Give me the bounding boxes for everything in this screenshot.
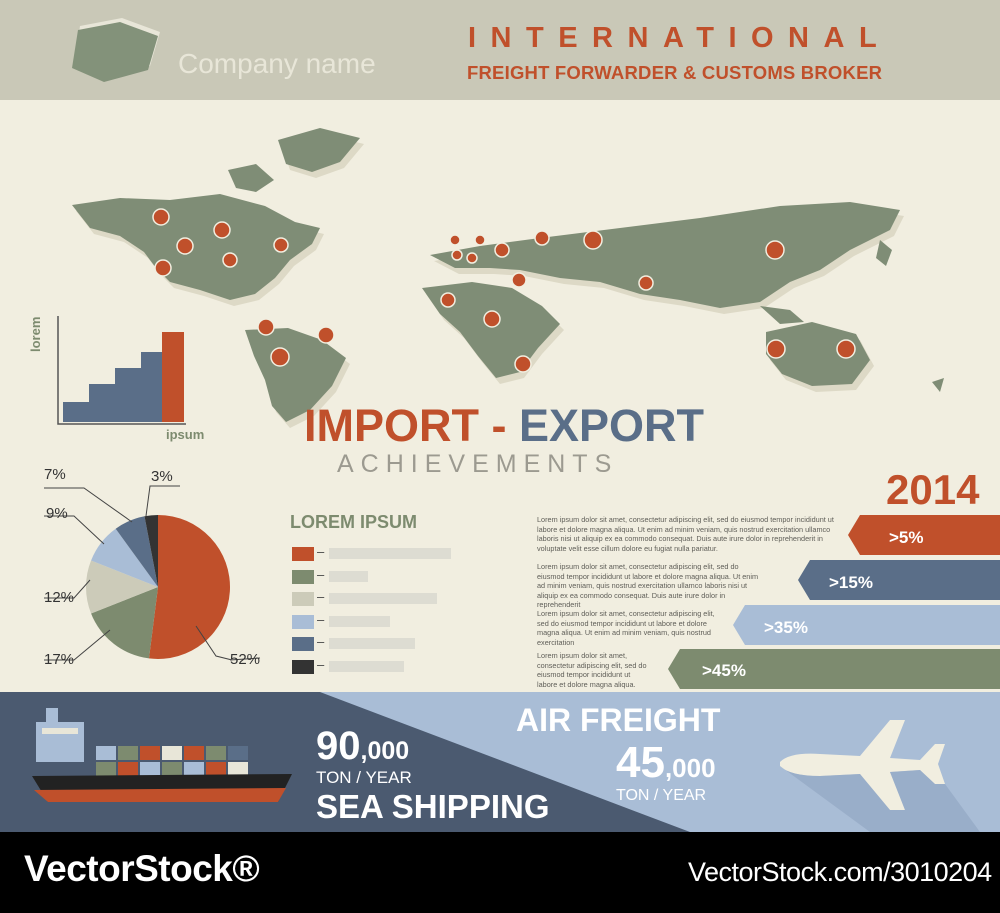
arrow-label-15: >15%	[829, 573, 873, 592]
pie-slice	[115, 516, 158, 587]
air-unit: TON / YEAR	[616, 787, 707, 804]
legend-swatch	[292, 547, 314, 561]
header-title: INTERNATIONAL	[468, 22, 892, 54]
watermark-url: VectorStock.com/3010204	[688, 857, 992, 887]
location-pins	[152, 208, 856, 373]
legend-dash: –	[317, 566, 325, 582]
year-label: 2014	[886, 466, 980, 513]
legend-swatch	[292, 659, 314, 674]
sea-unit: TON / YEAR	[316, 768, 412, 787]
legend-swatch	[292, 569, 314, 584]
pie-leader-line	[44, 629, 111, 661]
paragraph-1: Lorem ipsum dolor sit amet, consectetur …	[537, 515, 834, 553]
sea-label: SEA SHIPPING	[316, 788, 550, 825]
air-number-suffix: ,000	[664, 753, 716, 783]
pie-slice	[85, 560, 158, 614]
header-subtitle: FREIGHT FORWARDER & CUSTOMS BROKER	[467, 62, 883, 83]
watermark-footer	[0, 832, 1000, 913]
legend-swatch	[292, 614, 314, 629]
air-number: 45,000	[616, 738, 716, 788]
arrow-label-45: >45%	[702, 661, 746, 680]
air-label: AIR FREIGHT	[516, 702, 721, 738]
legend-swatch	[292, 637, 314, 651]
import-export-title: IMPORT - EXPORT	[304, 400, 704, 452]
legend-bar	[329, 548, 451, 559]
growth-arrows	[668, 515, 1000, 689]
airplane-icon	[780, 720, 980, 832]
air-number-main: 45	[616, 738, 665, 787]
legend-dash: –	[317, 589, 325, 604]
legend-bar	[329, 660, 404, 672]
pie-chart	[44, 485, 261, 661]
export-word: EXPORT	[519, 400, 705, 451]
pie-label-52: 52%	[230, 651, 261, 668]
legend-dash: –	[317, 544, 325, 559]
pie-label-3: 3%	[151, 468, 173, 485]
pie-slice	[148, 515, 230, 659]
arrow-label-5: >5%	[889, 528, 924, 547]
sea-number-suffix: ,000	[360, 737, 410, 765]
bar-chart-ylabel: lorem	[28, 316, 43, 352]
legend-dash: –	[317, 634, 325, 649]
arrow-label-35: >35%	[764, 618, 808, 637]
legend-bar	[329, 615, 390, 627]
import-word: IMPORT	[304, 400, 479, 451]
bar-chart-xlabel: ipsum	[166, 427, 205, 442]
paragraph-3: Lorem ipsum dolor sit amet, consectetur …	[537, 609, 715, 647]
paragraph-4: Lorem ipsum dolor sit amet, consectetur …	[537, 651, 647, 689]
paragraph-2: Lorem ipsum dolor sit amet, consectetur …	[537, 562, 759, 610]
title-dash: -	[479, 400, 519, 451]
company-logo-hexagon	[72, 18, 160, 82]
pie-leader-line	[44, 579, 91, 599]
pie-label-12: 12%	[44, 589, 75, 606]
header-bar: Company name INTERNATIONAL FREIGHT FORWA…	[0, 0, 1000, 100]
company-name: Company name	[178, 48, 376, 79]
pie-leader-line	[44, 487, 133, 523]
legend-bar	[329, 638, 415, 649]
pie-leader-line	[44, 515, 105, 545]
sea-number-main: 90	[316, 724, 361, 768]
pie-leader-line	[195, 625, 233, 661]
air-freight-panel	[320, 692, 1000, 832]
pie-leader-line	[145, 485, 180, 517]
pie-slice	[144, 515, 158, 587]
pie-label-7: 7%	[44, 466, 66, 483]
legend-dash: –	[317, 656, 325, 672]
pie-leader-line	[229, 657, 261, 661]
pie-label-9: 9%	[46, 505, 68, 522]
cargo-ship-icon	[32, 708, 292, 802]
legend-swatch	[292, 592, 314, 606]
pie-slice	[91, 587, 158, 659]
legend-bar	[329, 593, 437, 604]
world-map	[72, 128, 944, 428]
step-bar-chart	[57, 316, 186, 425]
sea-number: 90,000	[316, 724, 409, 769]
pie-label-17: 17%	[44, 651, 75, 668]
legend-title: LOREM IPSUM	[290, 512, 418, 532]
pie-slice	[91, 528, 158, 587]
legend-bar	[329, 570, 368, 582]
achievements-subtitle: ACHIEVEMENTS	[337, 450, 619, 478]
legend-dash: –	[317, 611, 325, 627]
watermark-brand: VectorStock®	[24, 848, 260, 889]
